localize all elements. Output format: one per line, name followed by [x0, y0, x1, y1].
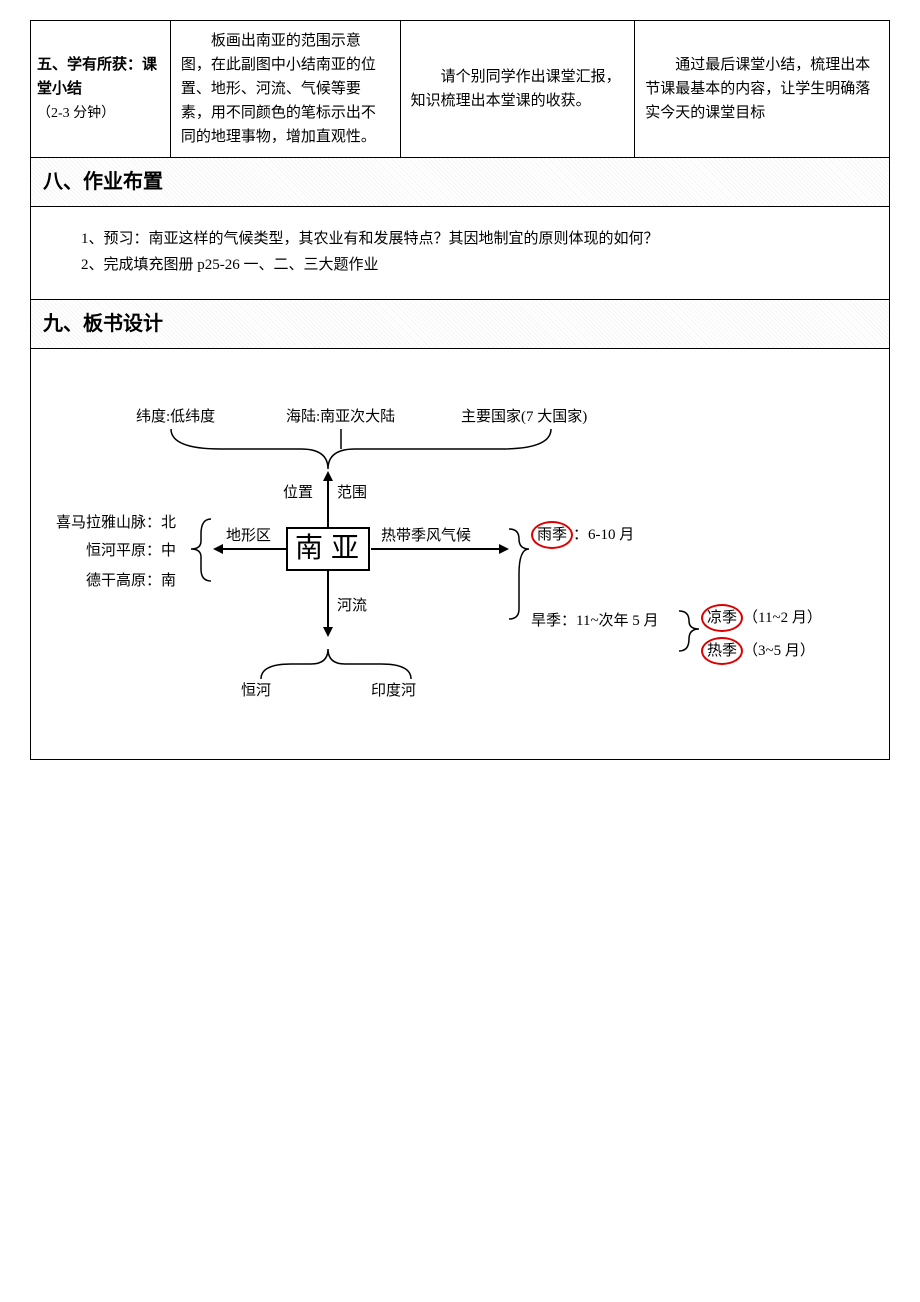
homework-item-1: 1、预习：南亚这样的气候类型，其农业有和发展特点？其因地制宜的原则体现的如何？ — [81, 227, 839, 251]
top-item-1: 纬度:低纬度 — [136, 405, 215, 429]
section-five-title: 五、学有所获：课堂小结 — [37, 57, 157, 97]
right-item-4: 热季（3~5 月） — [701, 637, 815, 665]
hot-season-circle: 热季 — [701, 637, 743, 665]
cell-teacher-activity: 板画出南亚的范围示意图，在此副图中小结南亚的位置、地形、河流、气候等要素，用不同… — [170, 21, 400, 158]
top-label-2: 范围 — [337, 481, 367, 505]
row-board-design: 南亚 纬度:低纬度 海陆:南亚次大陆 主要国家(7 大国家) 位置 范围 地形区… — [31, 349, 890, 760]
cool-season-circle: 凉季 — [701, 604, 743, 632]
right-item-1: 雨季：6-10 月 — [531, 521, 634, 549]
bottom-label: 河流 — [337, 594, 367, 618]
design-intent-text: 通过最后课堂小结，梳理出本节课最基本的内容，让学生明确落实今天的课堂目标 — [645, 57, 870, 121]
right-label: 热带季风气候 — [381, 524, 471, 548]
center-node: 南亚 — [286, 527, 370, 571]
left-item-1: 喜马拉雅山脉：北 — [56, 511, 176, 535]
row-homework: 1、预习：南亚这样的气候类型，其农业有和发展特点？其因地制宜的原则体现的如何？ … — [31, 207, 890, 300]
left-item-2: 恒河平原：中 — [86, 539, 176, 563]
homework-content: 1、预习：南亚这样的气候类型，其农业有和发展特点？其因地制宜的原则体现的如何？ … — [31, 207, 890, 300]
row-summary: 五、学有所获：课堂小结 （2-3 分钟） 板画出南亚的范围示意图，在此副图中小结… — [31, 21, 890, 158]
lesson-plan-table: 五、学有所获：课堂小结 （2-3 分钟） 板画出南亚的范围示意图，在此副图中小结… — [30, 20, 890, 760]
top-item-3: 主要国家(7 大国家) — [461, 405, 587, 429]
cell-student-activity: 请个别同学作出课堂汇报，知识梳理出本堂课的收获。 — [400, 21, 635, 158]
hot-season-text: （3~5 月） — [743, 643, 815, 659]
student-activity-text: 请个别同学作出课堂汇报，知识梳理出本堂课的收获。 — [411, 69, 621, 109]
row-section8-header: 八、作业布置 — [31, 158, 890, 207]
bottom-item-1: 恒河 — [241, 679, 271, 703]
board-design-content: 南亚 纬度:低纬度 海陆:南亚次大陆 主要国家(7 大国家) 位置 范围 地形区… — [31, 349, 890, 760]
homework-item-2: 2、完成填充图册 p25-26 一、二、三大题作业 — [81, 253, 839, 277]
section9-header: 九、板书设计 — [31, 300, 890, 349]
left-label: 地形区 — [226, 524, 271, 548]
section-five-duration: （2-3 分钟） — [37, 106, 115, 121]
cell-section-title: 五、学有所获：课堂小结 （2-3 分钟） — [31, 21, 171, 158]
section8-header: 八、作业布置 — [31, 158, 890, 207]
top-item-2: 海陆:南亚次大陆 — [286, 405, 395, 429]
row-section9-header: 九、板书设计 — [31, 300, 890, 349]
right-item-2: 旱季：11~次年 5 月 — [531, 609, 659, 633]
left-item-3: 德干高原：南 — [86, 569, 176, 593]
right-item-3: 凉季（11~2 月） — [701, 604, 822, 632]
top-label-1: 位置 — [283, 481, 313, 505]
rainy-season-circle: 雨季 — [531, 521, 573, 549]
concept-map-diagram: 南亚 纬度:低纬度 海陆:南亚次大陆 主要国家(7 大国家) 位置 范围 地形区… — [41, 369, 879, 729]
cell-design-intent: 通过最后课堂小结，梳理出本节课最基本的内容，让学生明确落实今天的课堂目标 — [635, 21, 890, 158]
bottom-item-2: 印度河 — [371, 679, 416, 703]
rainy-season-text: ：6-10 月 — [573, 527, 634, 543]
teacher-activity-text: 板画出南亚的范围示意图，在此副图中小结南亚的位置、地形、河流、气候等要素，用不同… — [181, 33, 376, 145]
cool-season-text: （11~2 月） — [743, 610, 822, 626]
